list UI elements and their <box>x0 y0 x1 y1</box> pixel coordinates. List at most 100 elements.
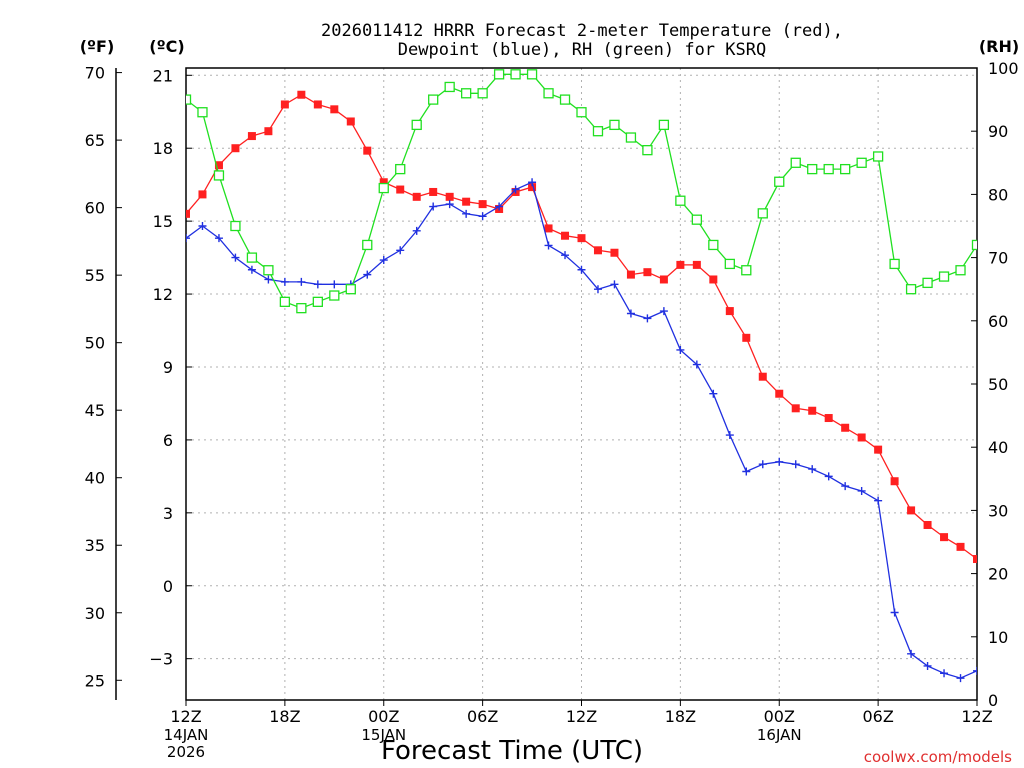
rh-point <box>213 170 225 181</box>
rh-unit-label: (RH) <box>979 37 1019 56</box>
celsius-unit-label: (ºC) <box>149 37 184 56</box>
temperature-point <box>214 161 223 170</box>
rh-point <box>186 94 192 105</box>
rh-point <box>856 157 867 168</box>
dewpoint-point <box>824 472 833 481</box>
temperature-point <box>412 192 421 201</box>
dewpoint-point <box>198 222 207 230</box>
chart-title-line-2: Dewpoint (blue), RH (green) for KSRQ <box>398 40 766 60</box>
dewpoint-point <box>956 674 965 683</box>
dewpoint-point <box>791 460 800 469</box>
rh-point <box>872 151 884 162</box>
rh-point <box>296 303 307 314</box>
site-credit: coolwx.com/models <box>864 748 1012 766</box>
temperature-point <box>478 200 487 209</box>
celsius-tick-label: 0 <box>163 577 173 596</box>
x-tick-label: 00Z <box>368 707 399 726</box>
temperature-point <box>379 178 388 187</box>
fahrenheit-tick-label: 25 <box>85 671 105 690</box>
x-date-label: 16JAN <box>757 726 802 744</box>
dewpoint-point <box>511 185 520 194</box>
dewpoint-point <box>363 270 372 279</box>
celsius-tick-label: 21 <box>153 66 173 85</box>
rh-point <box>263 265 274 276</box>
x-date-label: 2026 <box>167 743 205 761</box>
temperature-point <box>198 190 207 199</box>
rh-point <box>510 69 521 80</box>
temperature-point <box>429 187 438 196</box>
temperature-point <box>445 192 454 201</box>
fahrenheit-unit-label: (ºF) <box>80 37 115 56</box>
rh-point <box>378 182 389 194</box>
celsius-tick-label: −3 <box>149 650 173 669</box>
temperature-point <box>709 275 718 284</box>
dewpoint-point <box>445 200 454 209</box>
temperature-point <box>544 224 553 233</box>
temperature-point <box>247 132 256 141</box>
rh-point <box>609 119 620 131</box>
dewpoint-point <box>923 661 932 670</box>
data-series <box>186 69 977 683</box>
dewpoint-point <box>973 666 977 675</box>
dewpoint-point <box>330 280 339 289</box>
temperature-point <box>659 275 668 284</box>
temperature-point <box>528 183 537 192</box>
x-tick-label: 18Z <box>665 707 696 726</box>
rh-point <box>840 163 851 175</box>
x-tick-label: 12Z <box>566 707 597 726</box>
rh-point <box>312 296 323 307</box>
temperature-point <box>610 248 619 257</box>
dewpoint-point <box>577 265 586 274</box>
dewpoint-point <box>692 360 701 369</box>
temperature-point <box>297 90 306 99</box>
rh-point <box>905 284 917 295</box>
rh-point <box>197 107 208 118</box>
rh-point <box>823 163 834 175</box>
x-date-label: 15JAN <box>361 726 406 744</box>
temperature-point <box>841 423 850 432</box>
dewpoint-point <box>874 496 883 505</box>
temperature-point <box>775 389 784 398</box>
temperature-point <box>330 105 339 114</box>
temperature-point <box>280 100 289 109</box>
rh-point <box>576 107 587 118</box>
temperature-point <box>907 506 916 515</box>
rh-point <box>526 69 538 80</box>
temperature-point <box>231 144 240 153</box>
temperature-point <box>186 209 190 218</box>
rh-point <box>625 132 637 143</box>
temperature-point <box>824 414 833 423</box>
dewpoint-point <box>264 275 273 284</box>
x-axis-title: Forecast Time (UTC) <box>381 736 643 766</box>
rh-point <box>279 296 291 307</box>
temperature-point <box>676 260 685 269</box>
rh-point <box>592 126 604 137</box>
fahrenheit-tick-label: 30 <box>85 604 105 623</box>
rh-point <box>774 176 785 187</box>
temperature-point <box>561 231 570 240</box>
temperature-point <box>643 268 652 277</box>
rh-tick-label: 70 <box>988 249 1008 268</box>
temperature-point <box>346 117 355 126</box>
dewpoint-point <box>247 265 256 274</box>
x-tick-label: 18Z <box>269 707 300 726</box>
rh-point <box>708 239 719 251</box>
rh-point <box>807 163 818 175</box>
dewpoint-series <box>186 178 977 683</box>
rh-tick-label: 0 <box>988 691 998 710</box>
fahrenheit-tick-label: 60 <box>85 199 105 218</box>
fahrenheit-tick-label: 50 <box>85 334 105 353</box>
rh-point <box>329 290 340 301</box>
x-tick-label: 06Z <box>467 707 498 726</box>
fahrenheit-tick-label: 55 <box>85 266 105 285</box>
celsius-tick-label: 3 <box>163 504 173 523</box>
temperature-point <box>692 260 701 269</box>
dewpoint-point <box>643 314 652 323</box>
dewpoint-point <box>495 202 504 211</box>
dewpoint-point <box>940 669 949 678</box>
temperature-point <box>626 270 635 279</box>
dewpoint-point <box>808 465 817 474</box>
rh-point <box>724 258 735 270</box>
